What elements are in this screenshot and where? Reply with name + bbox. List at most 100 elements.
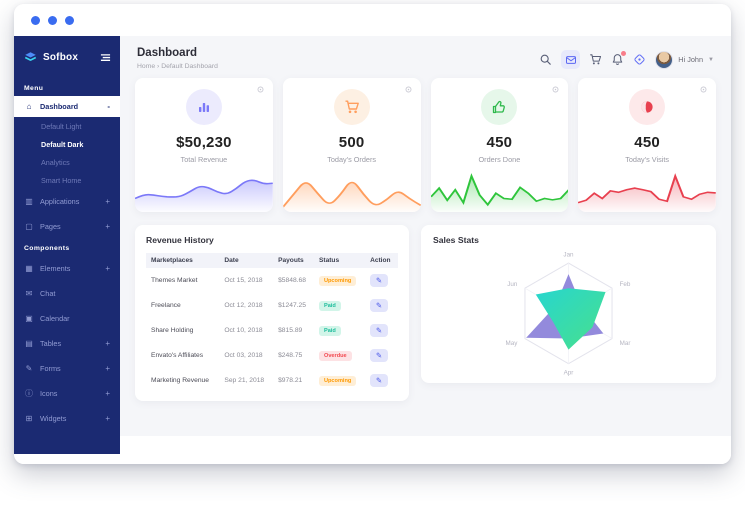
gear-icon[interactable] bbox=[404, 85, 413, 94]
sidebar-item-tables[interactable]: ▤ Tables + bbox=[14, 331, 120, 356]
thumbs-up-icon bbox=[493, 100, 506, 114]
notification-badge bbox=[621, 51, 627, 56]
gear-icon[interactable] bbox=[551, 85, 560, 94]
breadcrumb-separator: › bbox=[157, 63, 160, 70]
cell-marketplace: Marketing Revenue bbox=[151, 377, 209, 384]
main-content: Dashboard Home › Default Dashboard bbox=[120, 36, 731, 464]
user-menu[interactable]: Hi John ▼ bbox=[655, 50, 714, 69]
expand-toggle[interactable]: + bbox=[105, 364, 110, 373]
expand-toggle[interactable]: + bbox=[105, 197, 110, 206]
window-dot bbox=[65, 15, 74, 25]
cell-date: Oct 10, 2018 bbox=[224, 327, 263, 334]
table-row: Themes Market Oct 15, 2018 $5848.68 Upco… bbox=[146, 268, 398, 293]
sidebar-item-chat[interactable]: ✉ Chat bbox=[14, 281, 120, 306]
cell-payout: $5848.68 bbox=[278, 277, 306, 284]
cell-date: Oct 15, 2018 bbox=[224, 277, 263, 284]
bell-icon bbox=[613, 54, 623, 65]
avatar bbox=[655, 50, 674, 69]
sidebar-subitem-default-dark[interactable]: Default Dark bbox=[14, 135, 120, 153]
chat-icon: ✉ bbox=[25, 289, 33, 298]
cell-date: Oct 03, 2018 bbox=[224, 352, 263, 359]
icons-icon: ⓘ bbox=[25, 389, 33, 398]
mail-button[interactable] bbox=[561, 50, 581, 69]
expand-toggle[interactable]: + bbox=[105, 222, 110, 231]
compass-icon[interactable] bbox=[633, 53, 646, 66]
logo-text: Sofbox bbox=[43, 52, 79, 63]
collapse-toggle[interactable]: - bbox=[107, 102, 110, 111]
cell-marketplace: Share Holding bbox=[151, 327, 194, 334]
expand-toggle[interactable]: + bbox=[105, 389, 110, 398]
expand-toggle[interactable]: + bbox=[105, 264, 110, 273]
svg-text:Mar: Mar bbox=[620, 340, 631, 347]
revenue-sparkline-chart bbox=[135, 168, 273, 212]
gear-icon[interactable] bbox=[256, 85, 265, 94]
sidebar-item-label: Dashboard bbox=[40, 102, 79, 111]
calendar-icon: ▣ bbox=[25, 314, 33, 323]
edit-button[interactable]: ✎ bbox=[370, 299, 389, 312]
panel-title: Revenue History bbox=[146, 235, 214, 245]
applications-icon: ▥ bbox=[25, 197, 33, 206]
stat-value: 450 bbox=[486, 134, 513, 151]
cell-marketplace: Envato's Affiliates bbox=[151, 352, 204, 359]
pages-icon: ▢ bbox=[25, 222, 33, 231]
orders-done-sparkline-chart bbox=[430, 168, 569, 212]
sidebar-item-dashboard[interactable]: ⌂ Dashboard - bbox=[14, 96, 120, 117]
home-icon: ⌂ bbox=[26, 102, 32, 111]
sidebar-subitem-smart-home[interactable]: Smart Home bbox=[14, 171, 120, 189]
sidebar-item-icons[interactable]: ⓘ Icons + bbox=[14, 381, 120, 406]
widgets-icon: ⊞ bbox=[25, 414, 33, 423]
sidebar-item-applications[interactable]: ▥ Applications + bbox=[14, 189, 120, 214]
edit-button[interactable]: ✎ bbox=[370, 324, 389, 337]
edit-button[interactable]: ✎ bbox=[370, 374, 389, 387]
stat-card-total-revenue: $50,230 Total Revenue bbox=[135, 78, 273, 212]
breadcrumb-home[interactable]: Home bbox=[137, 63, 156, 70]
cart-icon bbox=[345, 100, 359, 114]
cart-icon[interactable] bbox=[589, 53, 602, 66]
sidebar-item-calendar[interactable]: ▣ Calendar bbox=[14, 306, 120, 331]
bar-chart-icon bbox=[198, 103, 209, 112]
components-section-label: Components bbox=[24, 245, 70, 252]
expand-toggle[interactable]: + bbox=[105, 339, 110, 348]
sidebar-item-label: Pages bbox=[40, 222, 61, 231]
stat-label: Orders Done bbox=[478, 155, 521, 164]
sidebar-item-pages[interactable]: ▢ Pages + bbox=[14, 214, 120, 239]
orders-sparkline-chart bbox=[282, 168, 421, 212]
cell-date: Oct 12, 2018 bbox=[224, 302, 263, 309]
stat-card-todays-visits: 450 Today's Visits bbox=[578, 78, 716, 212]
sidebar-item-widgets[interactable]: ⊞ Widgets + bbox=[14, 406, 120, 431]
forms-icon: ✎ bbox=[25, 364, 33, 373]
search-icon[interactable] bbox=[539, 53, 552, 66]
menu-toggle-icon[interactable] bbox=[100, 53, 111, 62]
sidebar-item-elements[interactable]: ▦ Elements + bbox=[14, 256, 120, 281]
stat-label: Total Revenue bbox=[180, 155, 228, 164]
edit-button[interactable]: ✎ bbox=[370, 274, 389, 287]
sidebar-item-forms[interactable]: ✎ Forms + bbox=[14, 356, 120, 381]
subitem-label: Analytics bbox=[41, 157, 70, 167]
sidebar-subitem-default-light[interactable]: Default Light bbox=[14, 117, 120, 135]
table-row: Freelance Oct 12, 2018 $1247.25 Paid ✎ bbox=[146, 293, 398, 318]
tables-icon: ▤ bbox=[25, 339, 33, 348]
panel-title: Sales Stats bbox=[433, 235, 479, 245]
subitem-label: Default Dark bbox=[41, 139, 84, 149]
sidebar-subitem-analytics[interactable]: Analytics bbox=[14, 153, 120, 171]
breadcrumb: Home › Default Dashboard bbox=[137, 63, 218, 70]
revenue-history-table: Marketplaces Date Payouts Status Action … bbox=[146, 253, 398, 393]
sidebar: Sofbox Menu ⌂ Dashboard - Default Light … bbox=[14, 36, 120, 454]
table-row: Marketing Revenue Sep 21, 2018 $978.21 U… bbox=[146, 368, 398, 393]
subitem-label: Smart Home bbox=[41, 175, 82, 185]
subitem-label: Default Light bbox=[41, 121, 82, 131]
sidebar-item-label: Icons bbox=[40, 389, 58, 398]
mail-icon bbox=[565, 55, 576, 64]
gear-icon[interactable] bbox=[699, 85, 708, 94]
table-row: Envato's Affiliates Oct 03, 2018 $248.75… bbox=[146, 343, 398, 368]
cell-payout: $815.89 bbox=[278, 327, 303, 334]
logo[interactable]: Sofbox bbox=[14, 46, 120, 79]
expand-toggle[interactable]: + bbox=[105, 414, 110, 423]
notifications-button[interactable] bbox=[611, 51, 627, 66]
status-badge: Paid bbox=[318, 325, 341, 336]
edit-button[interactable]: ✎ bbox=[370, 349, 389, 362]
sidebar-item-label: Chat bbox=[40, 289, 56, 298]
icon-bubble bbox=[333, 89, 370, 125]
col-header: Status bbox=[313, 253, 366, 268]
sidebar-item-label: Forms bbox=[40, 364, 61, 373]
